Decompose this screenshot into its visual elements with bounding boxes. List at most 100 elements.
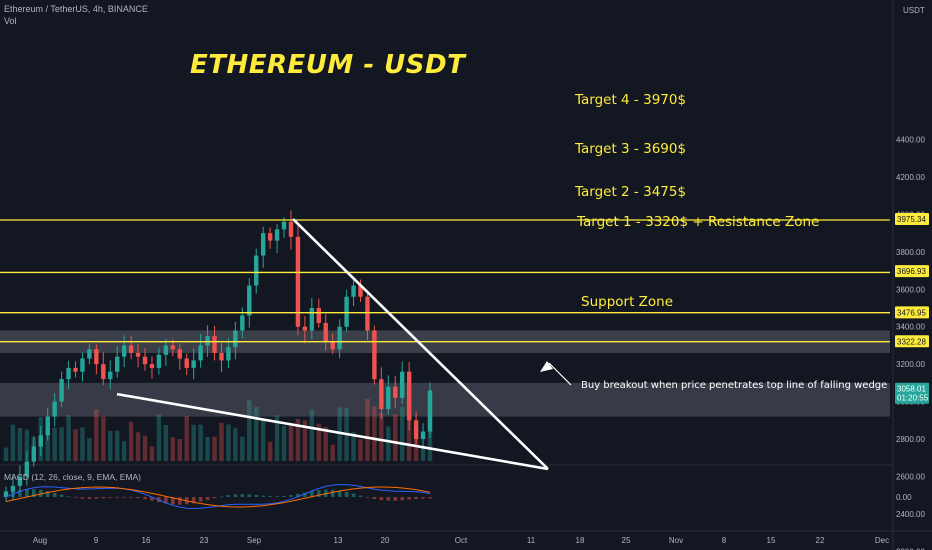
volume-bar: [59, 427, 64, 461]
current-price-tag: [895, 382, 929, 404]
wedge-lower-line: [116, 392, 549, 471]
macd-histogram-bar: [4, 492, 8, 497]
volume-bar: [108, 430, 113, 461]
macd-histogram-bar: [428, 497, 432, 499]
volume-bar: [386, 426, 391, 461]
candle-body: [372, 330, 377, 380]
price-tick-label: 4400.00: [896, 136, 925, 145]
macd-histogram-bar: [136, 497, 140, 499]
candle-body: [281, 221, 287, 230]
candle-body: [142, 356, 148, 365]
volume-bar: [302, 420, 308, 461]
volume-bar: [156, 414, 162, 461]
candle-body: [337, 326, 342, 350]
macd-histogram-bar: [150, 497, 154, 501]
volume-bar: [3, 447, 9, 461]
candle-body: [247, 285, 252, 316]
price-tag: [895, 335, 929, 348]
target-lines: [0, 219, 890, 343]
macd-histogram-bar: [414, 497, 418, 499]
target-3-label: Target 3 - 3690$: [575, 141, 687, 157]
volume-bar: [52, 427, 57, 461]
macd-histogram-bar: [205, 497, 210, 500]
macd-histogram-bar: [101, 497, 106, 499]
volume-label: Vol: [4, 16, 17, 26]
volume-bar: [309, 409, 315, 461]
volume-bar: [254, 407, 259, 461]
price-tag: [895, 265, 929, 278]
zones: [0, 330, 890, 417]
candle-body: [358, 285, 363, 297]
time-tick-label: Dec: [875, 536, 889, 545]
macd-histogram-bar: [191, 497, 196, 504]
candle-body: [399, 371, 405, 398]
price-tick-label: 2200.00: [896, 547, 925, 550]
candle-body: [135, 352, 141, 357]
candle-body: [212, 336, 217, 353]
volume-bar: [226, 424, 231, 461]
volume-bar: [365, 399, 370, 461]
time-axis[interactable]: Aug 9 16 23 Sep 13 20 Oct 11 18 25 Nov 8 15 22 Dec: [33, 536, 889, 545]
wedge-upper-line: [292, 218, 549, 470]
price-tag: [895, 306, 929, 319]
falling-wedge: [116, 218, 572, 471]
volume-bar: [94, 409, 99, 461]
macd-histogram-bar: [18, 489, 22, 497]
candle-body: [240, 315, 245, 331]
candle-body: [205, 336, 210, 346]
macd-histogram-bar: [108, 497, 113, 498]
macd-histogram-bar: [94, 497, 99, 499]
volume-bar: [372, 406, 377, 461]
macd-histogram-bar: [87, 497, 92, 499]
volume-bar: [274, 415, 280, 461]
volume-bar: [247, 400, 252, 461]
price-tick-label: 2800.00: [896, 435, 925, 444]
macd-histogram-bar: [282, 495, 286, 497]
macd-histogram-bar: [25, 489, 29, 497]
volume-bar: [379, 413, 384, 461]
macd-histogram-bar: [421, 497, 425, 499]
candle-body: [379, 379, 384, 410]
current-price-label: 3058.01: [897, 385, 926, 394]
candle-body: [128, 345, 134, 353]
breakout-note: Buy breakout when price penetrates top l…: [581, 380, 888, 391]
time-tick-label: 16: [142, 536, 151, 545]
macd-histogram-bar: [66, 496, 71, 498]
volume-bar: [198, 424, 203, 461]
candle-body: [316, 308, 321, 323]
candle-body: [233, 330, 238, 348]
macd-histogram-bar: [177, 497, 182, 505]
time-tick-label: 15: [767, 536, 776, 545]
volume-bar: [260, 420, 266, 461]
macd-histogram-bar: [261, 495, 265, 497]
price-tick-label: 2400.00: [896, 510, 925, 519]
price-tag-label: 3476.95: [897, 308, 926, 317]
candle-body: [163, 345, 169, 355]
macd-pane: [4, 483, 432, 510]
symbol-title[interactable]: Ethereum / TetherUS, 4h, BINANCE: [4, 4, 148, 14]
volume-bar: [149, 446, 155, 461]
candle-body: [80, 358, 85, 372]
volume-bar: [240, 436, 245, 461]
volume-bar: [337, 407, 342, 461]
macd-histogram-bar: [344, 491, 349, 497]
macd-histogram-bar: [393, 497, 398, 501]
macd-histogram-bar: [212, 497, 217, 499]
price-axis[interactable]: 2200.002400.002600.002800.003000.003200.…: [895, 6, 929, 550]
candle-body: [330, 341, 335, 350]
candle-body: [267, 233, 273, 241]
macd-histogram-bar: [129, 497, 133, 498]
candle-body: [156, 354, 162, 368]
macd-histogram-bar: [80, 497, 85, 499]
macd-label[interactable]: MACD (12, 26, close, 9, EMA, EMA): [4, 472, 141, 482]
macd-histogram-bar: [316, 490, 321, 497]
volume-bar: [121, 441, 127, 461]
volume-bar: [267, 441, 273, 461]
countdown-label: 01:20:55: [897, 394, 929, 403]
time-tick-label: 8: [722, 536, 727, 545]
macd-histogram-bar: [164, 497, 168, 504]
candlesticks: [3, 210, 433, 502]
volume-bar: [191, 424, 196, 461]
price-tick-label: 3800.00: [896, 248, 925, 257]
